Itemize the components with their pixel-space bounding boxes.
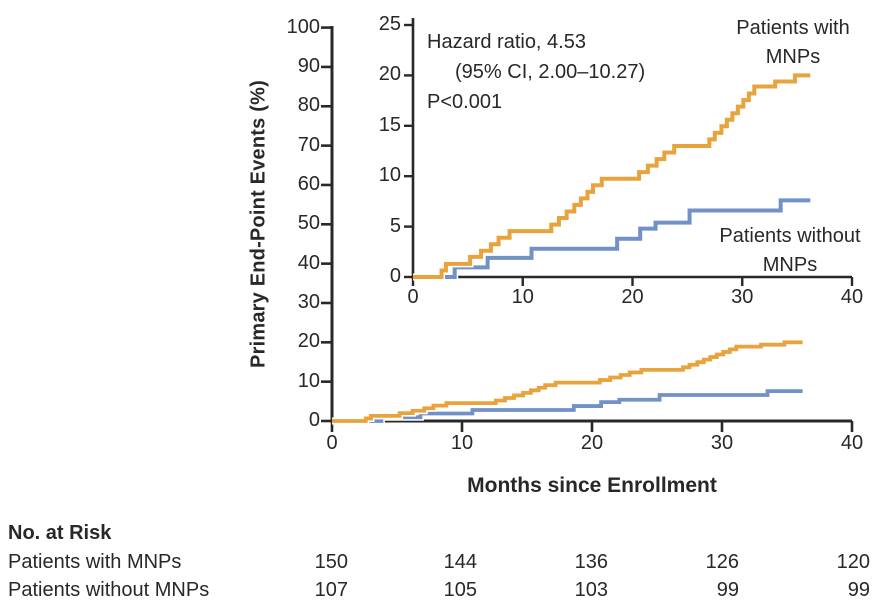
risk-count: 99 (847, 579, 870, 601)
risk-count: 120 (836, 551, 870, 573)
risk-count: 105 (443, 579, 477, 601)
main-y-tick-label: 0 (308, 409, 320, 432)
main-y-tick-label: 60 (297, 172, 320, 195)
annotation-confidence-interval: (95% CI, 2.00–10.27) (455, 61, 646, 83)
main-x-tick-label: 30 (710, 432, 734, 454)
inset-x-tick-label: 40 (840, 286, 864, 308)
series-label-without-mnps: Patients without MNPs (700, 222, 880, 280)
main-y-tick-label: 80 (297, 94, 320, 117)
series-label-without-mnps-line2: MNPs (762, 254, 818, 276)
main-x-tick-label: 0 (326, 432, 338, 454)
annotation-hazard-ratio: Hazard ratio, 4.53 (427, 31, 586, 53)
risk-count: 103 (574, 579, 608, 601)
risk-count: 144 (443, 551, 477, 573)
inset-y-tick-label: 25 (378, 13, 401, 36)
risk-count: 107 (314, 579, 348, 601)
main-x-tick-label: 20 (580, 432, 604, 454)
main-y-tick-label: 20 (297, 330, 320, 353)
series-label-with-mnps-line2: MNPs (765, 46, 821, 68)
inset-x-tick-label: 20 (621, 286, 644, 308)
hazard-ratio-annotation: Hazard ratio, 4.53 (95% CI, 2.00–10.27) … (427, 27, 645, 117)
inset-y-tick-label: 10 (378, 164, 401, 187)
main-y-tick-label: 100 (286, 15, 320, 38)
main-y-tick-label: 30 (297, 291, 320, 314)
inset-y-tick-label: 20 (378, 63, 401, 86)
series-label-with-mnps: Patients with MNPs (707, 14, 879, 72)
main-y-tick-label: 90 (297, 54, 320, 77)
main-y-tick-label: 40 (297, 251, 320, 274)
main-y-tick-label: 10 (297, 369, 320, 392)
main-y-tick-label: 50 (297, 212, 320, 235)
annotation-p-value: P<0.001 (427, 91, 503, 113)
risk-row-label-without-mnps: Patients without MNPs (8, 579, 210, 601)
risk-count: 126 (705, 551, 739, 573)
risk-count: 99 (716, 579, 739, 601)
series-label-with-mnps-line1: Patients with (736, 17, 850, 39)
inset-y-tick-label: 5 (389, 214, 401, 237)
inset-y-tick-label: 15 (378, 113, 401, 136)
series-label-without-mnps-line1: Patients without (719, 225, 861, 247)
risk-count: 136 (574, 551, 608, 573)
main-x-tick-label: 10 (450, 432, 474, 454)
inset-x-tick-label: 10 (511, 286, 534, 308)
inset-y-tick-label: 0 (389, 265, 401, 288)
risk-table-title: No. at Risk (8, 522, 112, 544)
inset-x-tick-label: 0 (407, 286, 419, 308)
main-x-tick-label: 40 (840, 432, 864, 454)
risk-count: 150 (314, 551, 348, 573)
risk-row-label-with-mnps: Patients with MNPs (8, 551, 182, 573)
main-y-tick-label: 70 (297, 133, 320, 156)
inset-x-tick-label: 30 (731, 286, 754, 308)
x-axis-title: Months since Enrollment (467, 474, 717, 497)
